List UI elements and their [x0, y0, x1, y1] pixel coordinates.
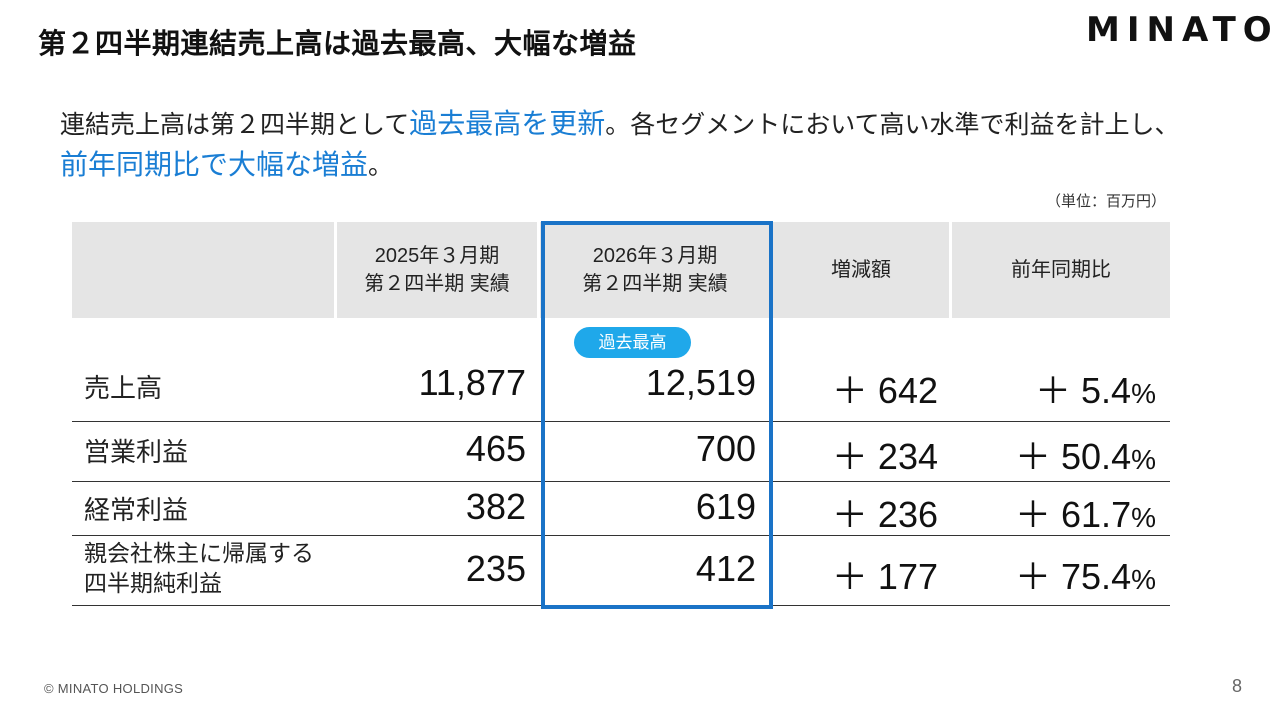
diff-value: ＋ 642 [831, 370, 938, 411]
page-number: 8 [1232, 676, 1243, 696]
header-curr-year: 2026年３月期 第２四半期 実績 [540, 222, 770, 318]
slide-title: 第２四半期連結売上高は過去最高、大幅な増益 [38, 28, 637, 59]
table-row: 経常利益 382 619 ＋ 236 ＋ 61.7% [72, 482, 1170, 536]
current-year-highlight-frame [541, 221, 773, 609]
curr-value: 700 [695, 428, 756, 469]
copyright-footer: © MINATO HOLDINGS [44, 681, 184, 696]
unit-note: （単位：百万円） [1046, 193, 1167, 210]
ratio-number: ＋ 50.4 [1015, 436, 1132, 477]
ratio-value: ＋ 50.4% [1015, 428, 1156, 480]
diff-value: ＋ 177 [831, 556, 938, 597]
percent-sign: % [1131, 444, 1156, 475]
header-prev-year: 2025年３月期 第２四半期 実績 [337, 222, 537, 318]
header-curr-year-label: 2026年３月期 第２四半期 実績 [582, 245, 728, 295]
header-diff: 増減額 [773, 222, 949, 318]
ratio-number: ＋ 61.7 [1015, 494, 1132, 535]
ratio-value: ＋ 61.7% [1015, 486, 1156, 538]
ratio-value: ＋ 75.4% [1015, 548, 1156, 600]
lead-text: 連結売上高は第２四半期として過去最高を更新。各セグメントにおいて高い水準で利益を… [60, 104, 1180, 186]
header-ratio-label: 前年同期比 [1011, 259, 1111, 281]
record-high-badge: 過去最高 [574, 327, 691, 358]
ratio-value: ＋ 5.4% [1035, 362, 1156, 414]
curr-value: 412 [695, 548, 756, 589]
prev-value: 465 [465, 428, 526, 469]
percent-sign: % [1131, 564, 1156, 595]
header-prev-year-label: 2025年３月期 第２四半期 実績 [364, 245, 510, 295]
prev-value: 382 [465, 486, 526, 527]
header-diff-label: 増減額 [831, 259, 891, 281]
diff-value: ＋ 234 [831, 436, 938, 477]
lead-text-part1: 連結売上高は第２四半期として [60, 111, 410, 139]
percent-sign: % [1131, 502, 1156, 533]
row-label: 親会社株主に帰属する 四半期純利益 [84, 540, 314, 596]
table-row: 営業利益 465 700 ＋ 234 ＋ 50.4% [72, 422, 1170, 482]
lead-highlight-profit: 前年同期比で大幅な増益 [60, 149, 369, 180]
company-logo: MINATO [1086, 10, 1279, 50]
lead-text-part3: 。 [368, 152, 394, 180]
ratio-number: ＋ 75.4 [1015, 556, 1132, 597]
row-label: 売上高 [84, 373, 163, 403]
lead-text-part2: 。各セグメントにおいて高い水準で利益を計上し、 [605, 111, 1180, 139]
row-label: 営業利益 [84, 437, 189, 467]
curr-value: 619 [695, 486, 756, 527]
table-row: 売上高 11,877 12,519 ＋ 642 ＋ 5.4% [72, 318, 1170, 422]
header-ratio: 前年同期比 [952, 222, 1170, 318]
curr-value: 12,519 [645, 362, 756, 403]
row-label: 経常利益 [84, 495, 189, 525]
prev-value: 235 [465, 548, 526, 589]
ratio-number: ＋ 5.4 [1035, 370, 1132, 411]
percent-sign: % [1131, 378, 1156, 409]
diff-value: ＋ 236 [831, 494, 938, 535]
lead-highlight-record: 過去最高を更新 [409, 108, 606, 139]
prev-value: 11,877 [418, 362, 526, 403]
header-blank [72, 222, 334, 318]
